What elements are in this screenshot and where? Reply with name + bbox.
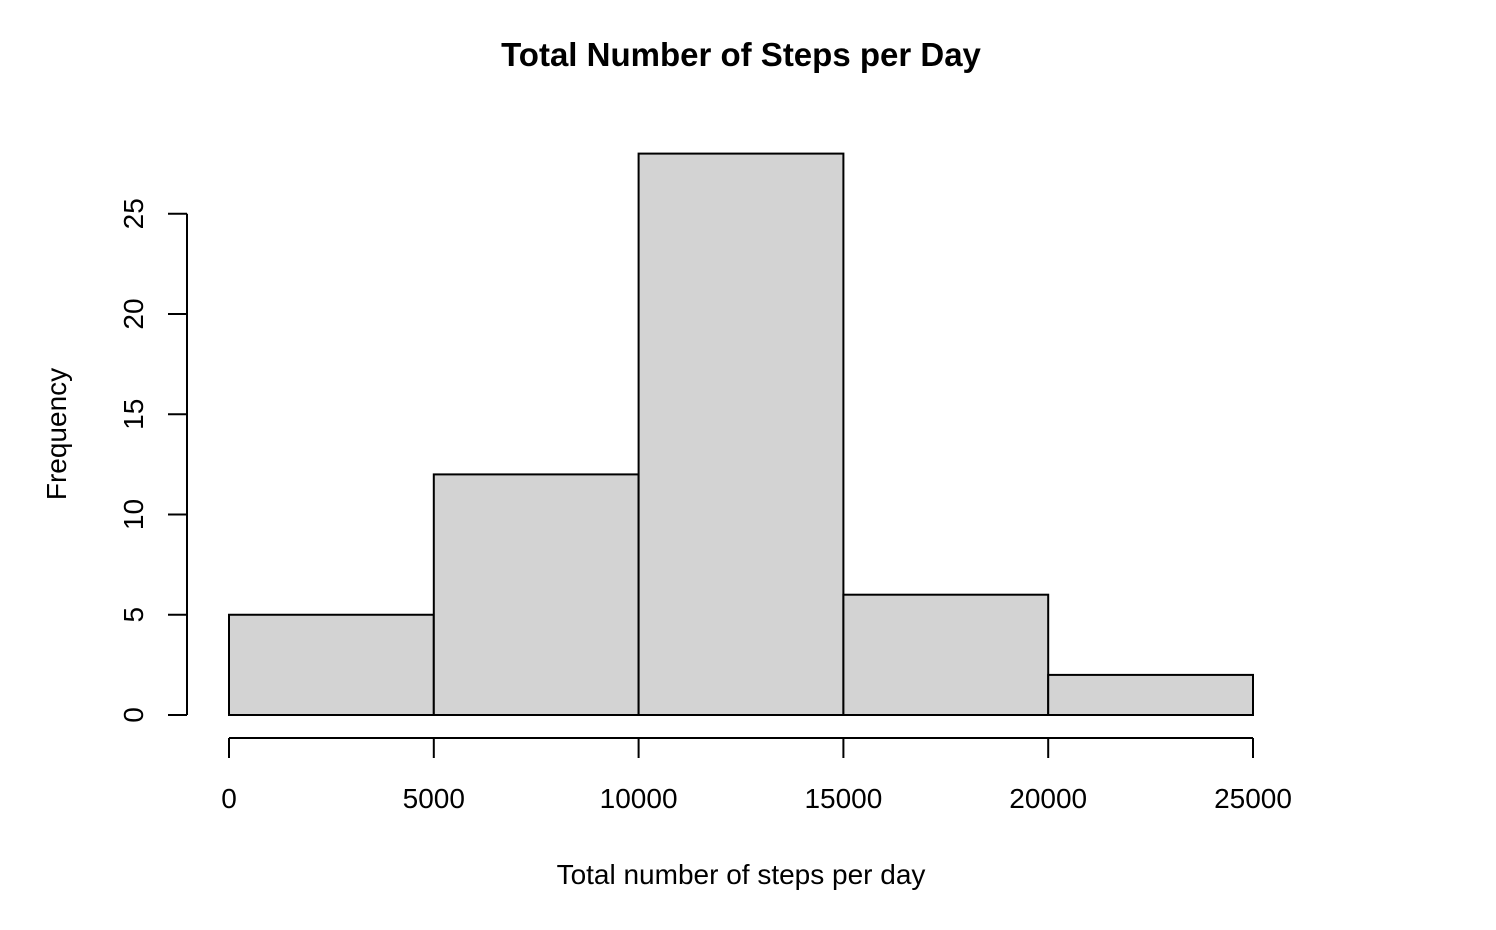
histogram-bar-2 (637, 152, 845, 717)
x-axis: 0 5000 10000 15000 20000 25000 (221, 737, 1292, 814)
chart-title: Total Number of Steps per Day (501, 36, 981, 73)
y-tick-label-1: 5 (118, 607, 149, 623)
histogram-bar-0 (228, 613, 435, 716)
x-tick-label-0: 0 (221, 783, 237, 814)
x-tick-label-3: 15000 (804, 783, 882, 814)
histogram-bar-1 (432, 473, 640, 716)
histogram-bar-3 (842, 593, 1050, 717)
x-tick-label-2: 10000 (600, 783, 678, 814)
y-tick-label-0: 0 (118, 707, 149, 723)
y-tick-label-4: 20 (118, 298, 149, 329)
x-tick-label-1: 5000 (403, 783, 465, 814)
x-tick-label-5: 25000 (1214, 783, 1292, 814)
y-tick-label-3: 15 (118, 399, 149, 430)
y-tick-label-2: 10 (118, 499, 149, 530)
y-axis-label: Frequency (41, 368, 72, 500)
y-axis: 0 5 10 15 20 25 (118, 198, 188, 723)
x-axis-label: Total number of steps per day (557, 859, 926, 890)
x-tick-label-4: 20000 (1009, 783, 1087, 814)
histogram-bar-4 (1047, 673, 1254, 717)
y-tick-label-5: 25 (118, 198, 149, 229)
bars-layer (228, 152, 1254, 717)
